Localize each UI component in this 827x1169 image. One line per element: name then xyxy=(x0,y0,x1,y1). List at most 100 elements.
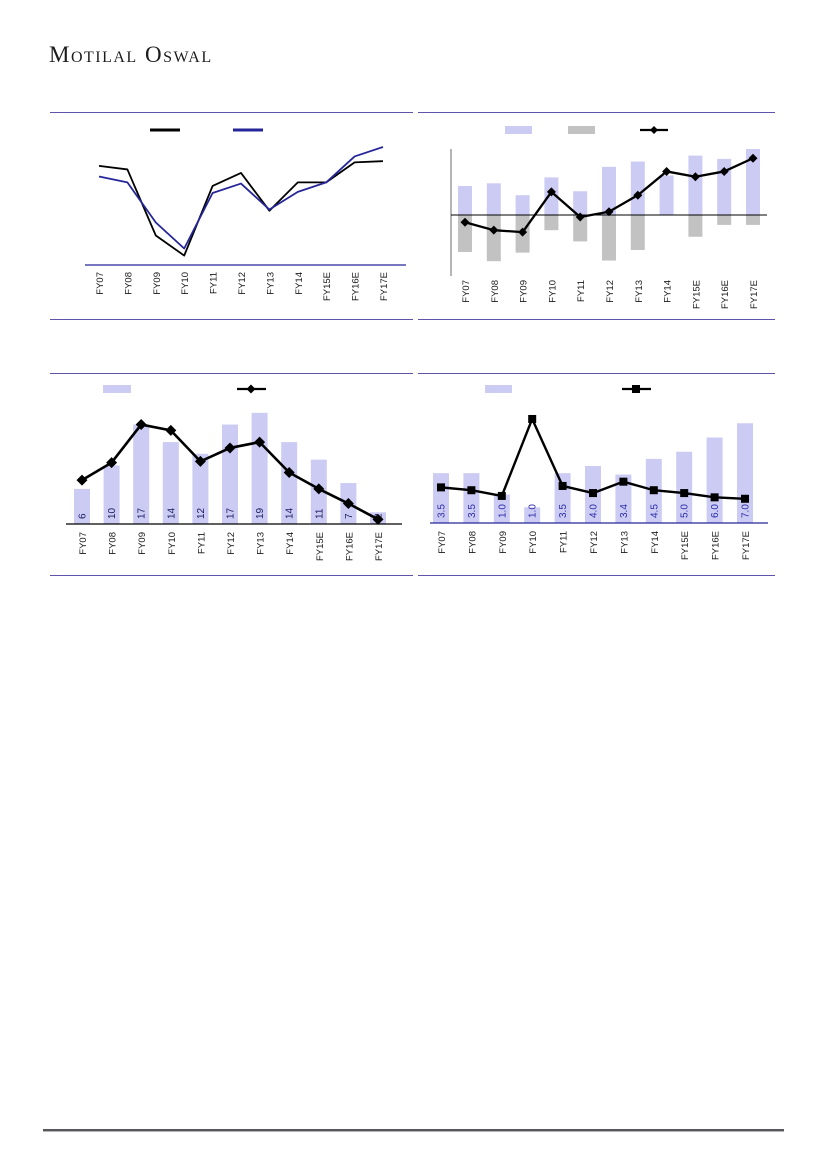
bar xyxy=(251,412,268,524)
x-axis-label: FY15E xyxy=(680,531,691,560)
x-axis-label: FY13 xyxy=(634,280,645,303)
x-axis-label: FY10 xyxy=(167,532,178,555)
diamond-marker xyxy=(662,166,672,176)
x-axis-label: FY08 xyxy=(490,280,501,303)
bar xyxy=(192,453,209,524)
diamond-marker xyxy=(246,384,256,394)
diamond-marker xyxy=(135,419,147,431)
x-axis-label: FY17E xyxy=(749,280,760,309)
x-axis-label: FY12 xyxy=(226,532,237,555)
bar xyxy=(573,191,588,215)
x-axis-label: FY10 xyxy=(180,272,191,295)
x-axis-label: FY16E xyxy=(344,532,355,561)
bar-value-label: 10 xyxy=(107,507,118,519)
x-axis-label: FY17E xyxy=(379,272,390,301)
bar xyxy=(717,215,732,225)
bar xyxy=(688,215,703,237)
x-axis-label: FY15E xyxy=(691,280,702,309)
x-axis-label: FY12 xyxy=(605,280,616,303)
bar-value-label: 5.0 xyxy=(680,504,691,518)
x-axis-label: FY07 xyxy=(78,532,89,555)
series-line xyxy=(98,146,384,250)
diamond-marker xyxy=(489,225,499,235)
x-axis-label: FY15E xyxy=(315,532,326,561)
square-marker xyxy=(632,385,640,393)
diamond-marker xyxy=(748,153,758,163)
diamond-marker xyxy=(518,227,528,237)
legend-bar-swatch xyxy=(568,126,595,134)
bar xyxy=(602,166,616,215)
x-axis-label: FY07 xyxy=(461,280,472,303)
x-axis-label: FY09 xyxy=(137,532,148,555)
bar xyxy=(524,507,541,523)
line-chart-top-left: FY07 FY08 FY09 FY10 FY11 FY12 FY13 FY14 FY15E FY1… xyxy=(85,128,406,301)
square-marker xyxy=(437,483,445,492)
bar-value-label: 12 xyxy=(196,507,207,519)
bar xyxy=(659,175,674,215)
x-axis-label: FY12 xyxy=(237,272,248,295)
combo-chart-bottom-right: 3.5 3.5 1.0 1.0 3.5 4.0 3.4 4.5 5.0 6.0 7.0 FY07 FY0… xyxy=(430,385,768,560)
bar xyxy=(746,215,760,225)
x-axis-label: FY08 xyxy=(108,532,119,555)
bar xyxy=(630,215,645,250)
diamond-marker xyxy=(575,212,585,222)
diamond-marker xyxy=(460,217,470,227)
diamond-marker xyxy=(719,166,729,176)
x-axis-label: FY16E xyxy=(711,531,722,560)
bar-value-label: 6.0 xyxy=(710,504,721,518)
square-marker xyxy=(649,486,658,495)
bar xyxy=(630,161,645,215)
bar-value-label: 3.4 xyxy=(619,504,630,518)
bar xyxy=(493,494,510,523)
bar-value-label: 19 xyxy=(255,507,266,519)
diamond-marker xyxy=(690,172,700,182)
footer-rule xyxy=(43,1129,784,1132)
bar xyxy=(486,183,501,215)
diamond-marker xyxy=(165,424,177,436)
bar xyxy=(458,185,472,215)
x-axis-label: FY13 xyxy=(256,532,267,555)
x-axis-label: FY16E xyxy=(351,272,362,301)
bar-value-label: 3.5 xyxy=(467,504,478,518)
diamond-marker xyxy=(650,126,658,134)
series-line xyxy=(98,160,384,257)
bar xyxy=(486,215,501,262)
x-axis-label: FY15E xyxy=(322,272,333,301)
bar-value-label: 17 xyxy=(226,507,237,519)
x-axis-label: FY11 xyxy=(576,280,587,302)
x-axis-label: FY14 xyxy=(285,532,296,555)
legend-bar-swatch xyxy=(485,385,512,393)
square-marker xyxy=(680,489,689,498)
bar-value-label: 4.0 xyxy=(589,504,600,518)
bar xyxy=(615,474,632,523)
square-marker xyxy=(558,481,567,490)
bar xyxy=(463,473,480,523)
square-marker xyxy=(710,493,719,502)
diamond-marker xyxy=(342,498,354,510)
x-axis-label: FY09 xyxy=(519,280,530,303)
x-axis-label: FY10 xyxy=(547,280,558,303)
x-axis-label: FY11 xyxy=(559,531,570,553)
x-axis-label: FY07 xyxy=(95,272,106,295)
x-axis-label: FY14 xyxy=(650,531,661,554)
x-axis-label: FY13 xyxy=(265,272,276,295)
combo-chart-top-right: FY07 FY08 FY09 FY10 FY11 FY12 FY13 FY14 FY15E FY1… xyxy=(450,126,767,309)
diamond-marker xyxy=(76,474,88,486)
bar-value-label: 17 xyxy=(137,507,148,519)
bar xyxy=(103,465,120,524)
legend-bar-swatch xyxy=(505,126,532,134)
diamond-marker xyxy=(313,483,325,495)
square-marker xyxy=(497,491,506,500)
bar xyxy=(544,215,559,231)
bar xyxy=(706,437,723,523)
bar xyxy=(133,424,150,524)
bar xyxy=(162,442,179,524)
bar xyxy=(676,451,693,523)
company-logo: Motilal Oswal xyxy=(49,42,213,67)
bar xyxy=(74,488,90,524)
x-axis-label: FY09 xyxy=(498,531,509,554)
chart-panel-bottom-right: 3.5 3.5 1.0 1.0 3.5 4.0 3.4 4.5 5.0 6.0 7.0 FY07 FY0… xyxy=(418,373,775,576)
bar xyxy=(573,215,588,242)
x-axis-label: FY08 xyxy=(467,531,478,554)
diamond-marker xyxy=(106,457,118,469)
